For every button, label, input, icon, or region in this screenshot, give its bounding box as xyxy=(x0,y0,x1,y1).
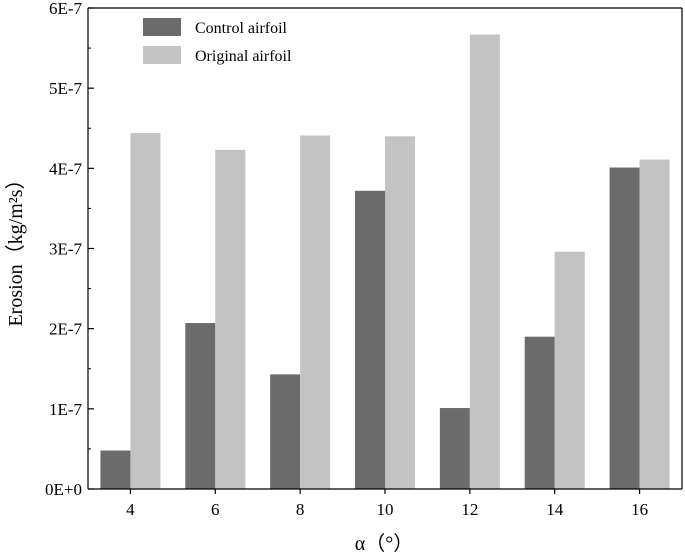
y-axis-title: Erosion（kg/m²s） xyxy=(4,169,27,326)
y-tick-label: 3E-7 xyxy=(49,240,83,259)
bar-original-4 xyxy=(130,133,161,489)
y-tick-label: 2E-7 xyxy=(49,320,83,339)
bar-control-10 xyxy=(355,190,385,489)
legend-swatch-original xyxy=(143,46,181,64)
legend-swatch-control xyxy=(143,18,181,36)
y-tick-label: 0E+0 xyxy=(45,480,82,499)
x-tick-label: 6 xyxy=(211,500,220,519)
y-tick-label: 4E-7 xyxy=(49,159,83,178)
bar-original-10 xyxy=(385,136,415,489)
bars-group xyxy=(100,34,670,490)
x-tick-label: 16 xyxy=(631,500,648,519)
bar-control-8 xyxy=(270,374,301,489)
y-tick-label: 6E-7 xyxy=(49,0,83,18)
bar-original-8 xyxy=(300,135,331,489)
legend-label-control: Control airfoil xyxy=(195,20,288,37)
y-tick-label: 5E-7 xyxy=(49,79,83,98)
bar-original-6 xyxy=(215,149,246,489)
bar-original-12 xyxy=(469,34,500,490)
x-tick-label: 4 xyxy=(126,500,135,519)
legend: Control airfoil Original airfoil xyxy=(143,18,292,65)
legend-label-original: Original airfoil xyxy=(195,48,292,65)
x-tick-label: 8 xyxy=(296,500,305,519)
y-tick-label: 1E-7 xyxy=(49,400,83,419)
bar-original-16 xyxy=(639,159,670,489)
bar-control-16 xyxy=(609,167,640,489)
x-tick-label: 12 xyxy=(461,500,478,519)
axes-group: 0E+0 1E-7 2E-7 3E-7 4E-7 5E-7 6E-7 4 6 8 10 12 14 16 xyxy=(45,0,683,519)
x-tick-label: 14 xyxy=(546,500,564,519)
bar-original-14 xyxy=(554,251,585,489)
bar-control-6 xyxy=(185,323,216,489)
x-tick-label: 10 xyxy=(377,500,394,519)
bar-control-12 xyxy=(439,408,470,489)
bar-control-4 xyxy=(100,450,131,489)
x-axis-title: α（°） xyxy=(355,532,413,555)
bar-control-14 xyxy=(524,336,555,489)
